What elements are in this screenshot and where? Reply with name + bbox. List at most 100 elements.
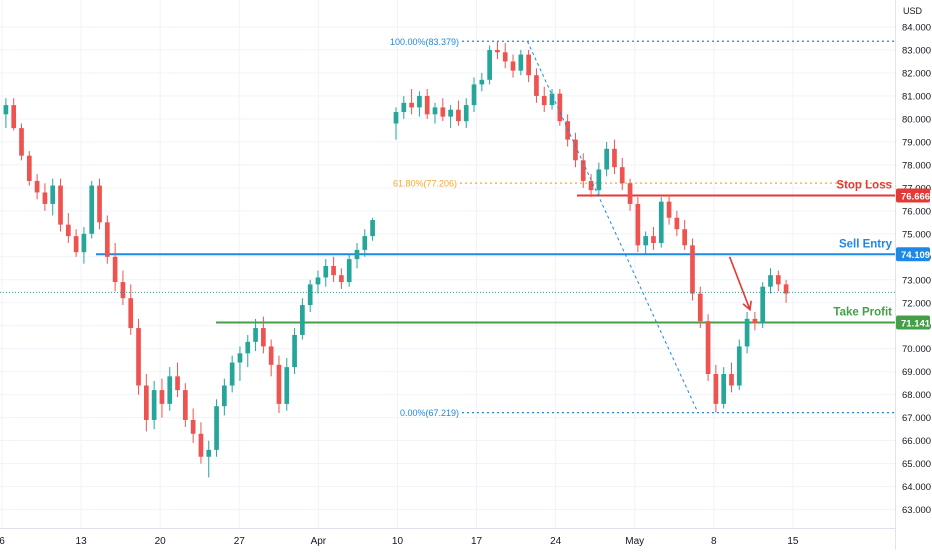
candle-body xyxy=(495,49,500,53)
candle-body xyxy=(518,54,524,71)
candle-body xyxy=(120,282,126,299)
candle-body xyxy=(456,109,461,122)
candle-body xyxy=(658,201,664,244)
candle-body xyxy=(300,305,305,335)
candle-body xyxy=(284,367,290,404)
fibonacci-trendline xyxy=(526,41,699,413)
candle-body xyxy=(65,224,71,237)
y-tick-label: 68.000 xyxy=(902,390,931,401)
candle-body xyxy=(58,185,63,225)
candle-body xyxy=(73,236,79,253)
candle-body xyxy=(245,341,251,354)
x-tick-label: 10 xyxy=(392,536,404,547)
y-tick-label: 63.000 xyxy=(902,505,931,516)
candle-body xyxy=(643,236,649,246)
candle-body xyxy=(565,121,570,140)
candle-body xyxy=(463,105,469,122)
price-tag-label: 71.141 xyxy=(901,318,931,329)
candle-body xyxy=(666,201,672,218)
y-tick-label: 82.000 xyxy=(902,68,931,79)
y-tick-label: 75.000 xyxy=(902,229,931,240)
candle-body xyxy=(206,449,212,457)
candle-body xyxy=(268,346,274,365)
candle-body xyxy=(674,217,680,230)
y-tick-label: 76.000 xyxy=(902,206,931,217)
candle-body xyxy=(432,107,438,115)
price-axis-background xyxy=(895,0,932,550)
price-tag-label: 74.109 xyxy=(901,250,930,261)
candle-body xyxy=(81,233,87,253)
candle-body xyxy=(713,374,719,404)
candle-body xyxy=(214,406,219,450)
candle-body xyxy=(229,362,235,386)
candle-body xyxy=(682,229,688,246)
y-tick-label: 64.000 xyxy=(902,482,931,493)
candle-body xyxy=(448,109,453,117)
candle-body xyxy=(128,298,134,329)
candle-body xyxy=(276,364,282,404)
fibonacci-level-label: 0.00%(67.219) xyxy=(400,408,459,418)
candle-body xyxy=(112,256,118,283)
forecast-arrow-head xyxy=(742,300,752,312)
candle-body xyxy=(261,328,266,347)
candle-body xyxy=(97,185,102,223)
candle-body xyxy=(151,390,157,420)
candle-body xyxy=(183,390,188,420)
y-tick-label: 72.000 xyxy=(902,298,931,309)
overlay-layer xyxy=(0,41,895,413)
candle-body xyxy=(440,107,446,117)
candle-body xyxy=(721,374,727,404)
candle-body xyxy=(705,321,711,375)
time-axis[interactable]: 6 13 20 27 Apr 10 17 24 May 8 15 xyxy=(0,536,799,547)
price-tag xyxy=(896,188,930,203)
x-tick-label: 20 xyxy=(155,536,167,547)
candle-body xyxy=(237,353,243,363)
candle-body xyxy=(487,49,492,80)
candle-body xyxy=(690,245,695,294)
candle-layer xyxy=(3,41,789,478)
candle-body xyxy=(34,180,40,193)
candle-body xyxy=(510,61,516,71)
y-tick-label: 80.000 xyxy=(902,114,931,125)
price-tag-label: 76.666 xyxy=(901,191,930,202)
candle-body xyxy=(401,102,407,113)
candle-body xyxy=(471,84,477,106)
candle-body xyxy=(292,334,297,368)
candle-body xyxy=(417,95,422,108)
trade-level-name: Stop Loss xyxy=(836,180,892,192)
candle-body xyxy=(26,155,32,181)
candle-body xyxy=(502,52,508,62)
candle-body xyxy=(541,95,547,106)
candle-body xyxy=(760,286,766,324)
y-tick-label: 78.000 xyxy=(902,160,931,171)
price-tag xyxy=(896,315,930,330)
candle-body xyxy=(190,419,196,434)
candle-body xyxy=(50,185,56,204)
fibonacci-level-label: 100.00%(83.379) xyxy=(390,37,459,47)
candle-body xyxy=(315,277,321,285)
trade-level-name: Take Profit xyxy=(833,307,892,319)
candle-body xyxy=(198,433,204,457)
candle-body xyxy=(768,275,773,287)
candle-body xyxy=(370,220,375,237)
y-tick-label: 69.000 xyxy=(902,367,931,378)
x-tick-label: 6 xyxy=(0,536,5,547)
x-tick-label: 24 xyxy=(550,536,562,547)
x-tick-label: 13 xyxy=(76,536,88,547)
x-tick-label: Apr xyxy=(311,536,327,547)
currency-label: USD xyxy=(903,6,923,16)
candle-body xyxy=(697,293,703,322)
candle-body xyxy=(580,160,586,181)
candle-body xyxy=(612,148,617,168)
candle-body xyxy=(11,105,17,129)
candle-body xyxy=(339,275,344,283)
candle-body xyxy=(143,385,149,420)
x-tick-label: May xyxy=(625,536,644,547)
x-tick-label: 15 xyxy=(787,536,799,547)
candle-body xyxy=(89,185,95,234)
candle-body xyxy=(159,390,165,404)
candle-body xyxy=(775,275,781,285)
y-tick-label: 65.000 xyxy=(902,459,931,470)
